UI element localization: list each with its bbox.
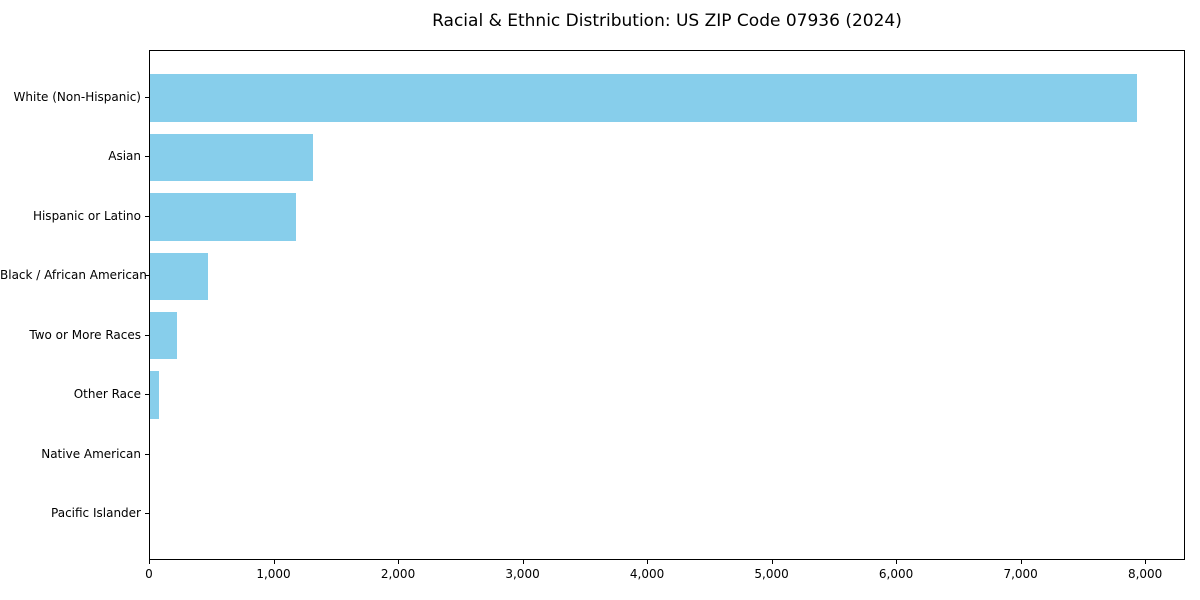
y-tick-mark <box>145 215 149 217</box>
y-tick-label: Asian <box>108 149 141 164</box>
bar-asian <box>150 133 314 182</box>
y-tick-mark <box>145 96 149 98</box>
x-tick-mark <box>771 560 773 564</box>
x-tick-label: 4,000 <box>629 567 665 581</box>
bar-white-non-hispanic <box>150 74 1138 122</box>
x-tick-mark <box>149 560 150 564</box>
y-tick-label: Two or More Races <box>29 327 141 342</box>
y-tick-label: Black / African American <box>0 268 147 283</box>
x-tick-label: 8,000 <box>1127 567 1163 581</box>
x-tick-label: 2,000 <box>380 567 416 581</box>
x-tick-label: 6,000 <box>878 567 914 581</box>
plot-area <box>149 50 1185 560</box>
bar-other-race <box>150 371 160 419</box>
y-tick-mark <box>145 275 149 277</box>
x-tick-mark <box>522 560 524 564</box>
bar-black-african-american <box>150 252 208 301</box>
x-tick-label: 3,000 <box>505 567 540 581</box>
y-tick-mark <box>145 513 149 515</box>
x-tick-label: 7,000 <box>1003 567 1038 581</box>
x-tick-mark <box>273 560 275 564</box>
y-tick-mark <box>145 156 149 158</box>
bar-two-or-more-races <box>150 311 177 360</box>
y-tick-mark <box>145 453 149 455</box>
bar-hispanic-or-latino <box>150 193 296 241</box>
x-tick-mark <box>1020 560 1022 564</box>
chart-title: Racial & Ethnic Distribution: US ZIP Cod… <box>432 11 902 31</box>
y-tick-mark <box>145 334 149 336</box>
x-tick-mark <box>1145 560 1147 564</box>
x-tick-label: 0 <box>145 567 153 581</box>
x-tick-label: 5,000 <box>754 567 789 581</box>
y-tick-label: Hispanic or Latino <box>32 208 141 223</box>
x-tick-mark <box>398 560 400 564</box>
x-tick-label: 1,000 <box>256 567 291 581</box>
x-tick-mark <box>647 560 649 564</box>
y-tick-mark <box>145 394 149 396</box>
y-tick-label: Other Race <box>73 387 141 402</box>
y-tick-label: Native American <box>41 446 141 461</box>
x-tick-mark <box>896 560 898 564</box>
y-tick-label: White (Non-Hispanic) <box>13 89 141 104</box>
y-tick-label: Pacific Islander <box>51 506 141 521</box>
